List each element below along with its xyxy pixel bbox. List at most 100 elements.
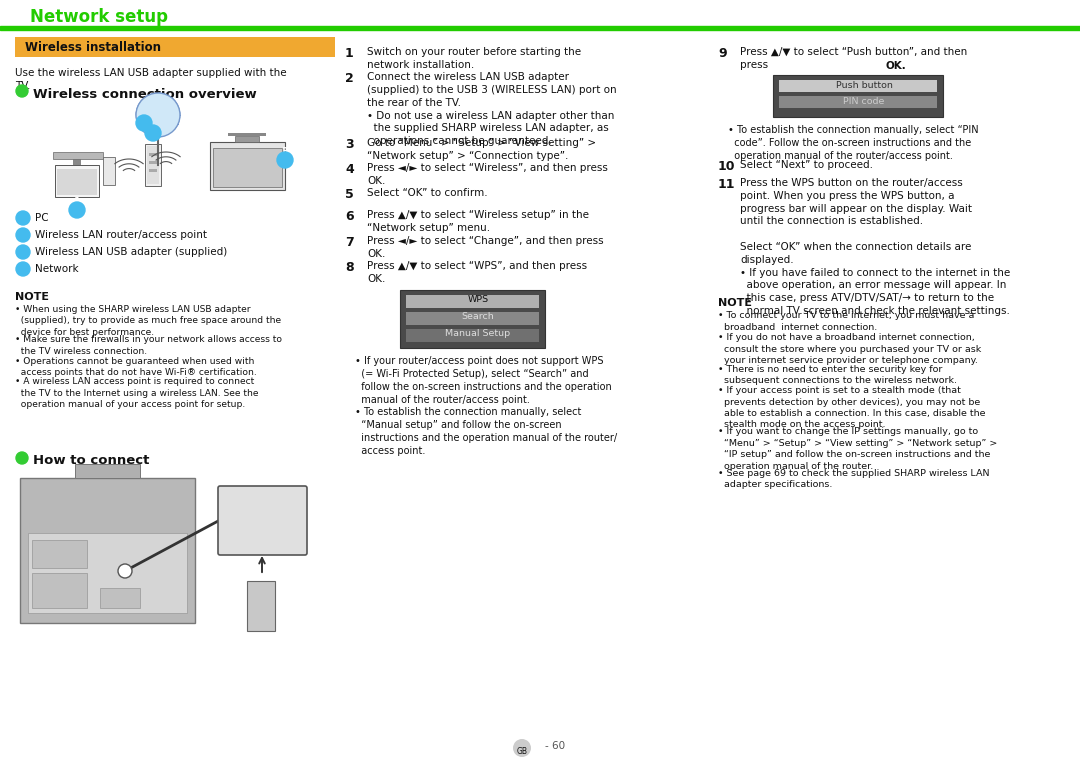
Text: 2: 2 (19, 230, 26, 240)
Bar (55, 165, 99, 197)
Circle shape (118, 564, 132, 578)
Text: 3: 3 (345, 138, 353, 151)
Text: • When using the SHARP wireless LAN USB adapter
  (supplied), try to provide as : • When using the SHARP wireless LAN USB … (15, 305, 281, 337)
Text: 7: 7 (345, 236, 354, 249)
Bar (21, 478, 195, 623)
Bar (264, 511, 294, 523)
Text: NOTE: NOTE (15, 292, 49, 302)
Bar (149, 161, 157, 164)
Text: Wireless connection overview: Wireless connection overview (33, 88, 257, 101)
Circle shape (513, 739, 531, 757)
Circle shape (16, 452, 28, 464)
Text: WPS: WPS (468, 295, 488, 304)
Bar (779, 96, 937, 108)
Text: 3: 3 (19, 247, 26, 256)
Text: Select “OK” to confirm.: Select “OK” to confirm. (367, 188, 488, 198)
Text: Switch on your router before starting the
network installation.: Switch on your router before starting th… (367, 47, 581, 69)
Text: Press ◄/► to select “Wireless”, and then press
OK.: Press ◄/► to select “Wireless”, and then… (367, 163, 608, 186)
Text: Go to “Menu” > “Setup” > “View setting” >
“Network setup” > “Connection type”.: Go to “Menu” > “Setup” > “View setting” … (367, 138, 596, 161)
Bar (406, 295, 539, 308)
Text: Wireless LAN router/access point: Wireless LAN router/access point (35, 230, 207, 240)
Bar (15, 37, 335, 57)
Text: 1: 1 (19, 214, 26, 223)
Text: Wireless LAN USB adapter (supplied): Wireless LAN USB adapter (supplied) (35, 247, 227, 257)
Text: 10: 10 (718, 160, 735, 173)
Text: GB: GB (516, 748, 527, 756)
Text: How to connect: How to connect (33, 454, 149, 467)
Bar (247, 581, 275, 631)
Circle shape (145, 125, 161, 141)
Bar (210, 142, 285, 190)
FancyBboxPatch shape (218, 486, 307, 555)
Bar (149, 169, 157, 172)
Bar (28, 533, 187, 613)
Circle shape (16, 85, 28, 97)
Text: 9: 9 (718, 47, 727, 60)
Text: Manual Setup: Manual Setup (445, 330, 511, 338)
Bar (779, 80, 937, 92)
Bar (32, 540, 87, 568)
Bar (103, 157, 114, 185)
Text: 4: 4 (140, 110, 147, 120)
Bar (235, 136, 259, 142)
Text: 1: 1 (73, 197, 80, 207)
Text: • To connect your TV to the internet, you must have a
  broadband  internet conn: • To connect your TV to the internet, yo… (718, 311, 974, 332)
Text: 6: 6 (345, 211, 353, 224)
Bar (228, 133, 266, 136)
Text: 4: 4 (345, 163, 354, 176)
Bar (145, 144, 161, 186)
Text: • A wireless LAN access point is required to connect
  the TV to the Internet us: • A wireless LAN access point is require… (15, 378, 258, 410)
Text: • To establish the connection manually, select “PIN
  code”. Follow the on-scree: • To establish the connection manually, … (728, 125, 978, 160)
Text: 8: 8 (345, 261, 353, 274)
Bar (213, 148, 282, 187)
Text: Connect the wireless LAN USB adapter
(supplied) to the USB 3 (WIRELESS LAN) port: Connect the wireless LAN USB adapter (su… (367, 72, 617, 146)
Bar (57, 169, 97, 195)
Text: Press ▲/▼ to select “WPS”, and then press
OK.: Press ▲/▼ to select “WPS”, and then pres… (367, 261, 588, 284)
Bar (32, 573, 87, 608)
Bar (251, 619, 271, 627)
Text: • If your access point is set to a stealth mode (that
  prevents detection by ot: • If your access point is set to a steal… (718, 386, 986, 430)
Bar (400, 290, 545, 348)
Circle shape (136, 115, 152, 131)
Text: • See page 69 to check the supplied SHARP wireless LAN
  adapter specifications.: • See page 69 to check the supplied SHAR… (718, 468, 989, 489)
Text: OK.: OK. (885, 61, 906, 71)
Bar (406, 330, 539, 343)
Text: 2: 2 (345, 72, 354, 85)
Bar (773, 75, 943, 117)
Text: Push button: Push button (836, 81, 892, 90)
Bar (147, 146, 159, 184)
Bar (406, 312, 539, 325)
Text: NOTE: NOTE (718, 298, 752, 308)
Bar (0, 26, 1080, 30)
Text: • If you want to change the IP settings manually, go to
  “Menu” > “Setup” > “Vi: • If you want to change the IP settings … (718, 427, 997, 471)
Text: PIN code: PIN code (843, 97, 885, 106)
Text: 3: 3 (282, 147, 288, 157)
Text: • If your router/access point does not support WPS
  (= Wi-Fi Protected Setup), : • If your router/access point does not s… (355, 356, 617, 456)
Text: Use the wireless LAN USB adapter supplied with the
TV.: Use the wireless LAN USB adapter supplie… (15, 68, 286, 92)
Text: Search: Search (461, 312, 495, 321)
Bar (226, 511, 256, 523)
Text: 1: 1 (345, 47, 354, 60)
Text: Network setup: Network setup (30, 8, 168, 26)
Circle shape (276, 152, 293, 168)
Bar (149, 153, 157, 156)
Circle shape (16, 262, 30, 276)
Text: Press ▲/▼ to select “Push button”, and then
press: Press ▲/▼ to select “Push button”, and t… (740, 47, 968, 69)
Text: 11: 11 (718, 178, 735, 191)
Text: Wireless installation: Wireless installation (25, 41, 161, 54)
Text: Press the WPS button on the router/access
point. When you press the WPS button, : Press the WPS button on the router/acces… (740, 178, 1010, 316)
Text: • There is no need to enter the security key for
  subsequent connections to the: • There is no need to enter the security… (718, 365, 957, 385)
Text: - 60: - 60 (545, 741, 565, 751)
Circle shape (16, 211, 30, 225)
Circle shape (136, 93, 180, 137)
Text: • Make sure the firewalls in your network allows access to
  the TV wireless con: • Make sure the firewalls in your networ… (15, 336, 282, 356)
Circle shape (16, 245, 30, 259)
Text: Press ▲/▼ to select “Wireless setup” in the
“Network setup” menu.: Press ▲/▼ to select “Wireless setup” in … (367, 211, 589, 233)
Text: • If you do not have a broadband internet connection,
  consult the store where : • If you do not have a broadband interne… (718, 333, 982, 365)
Bar (53, 152, 103, 159)
Circle shape (16, 228, 30, 242)
Bar (75, 464, 140, 478)
Circle shape (69, 202, 85, 218)
Bar (73, 159, 81, 165)
Text: 4: 4 (19, 265, 26, 273)
